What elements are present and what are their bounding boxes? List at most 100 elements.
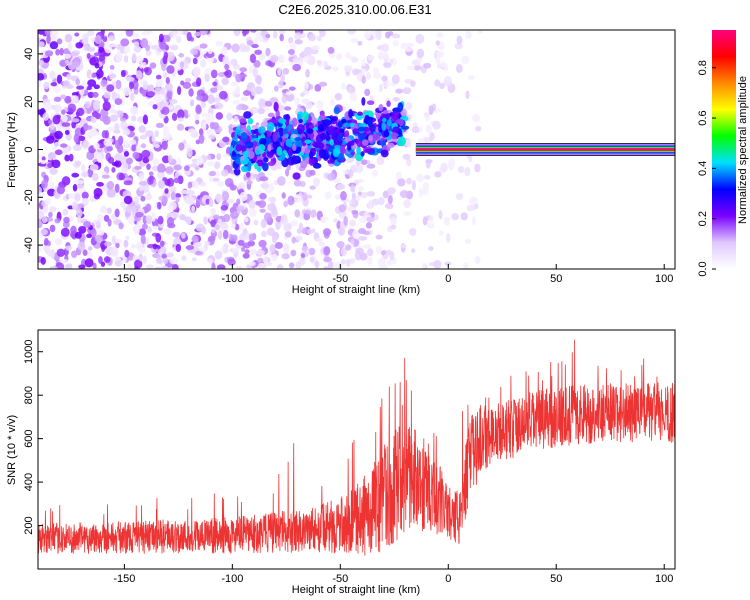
heatmap-cell (319, 110, 325, 116)
heatmap-cell (287, 124, 292, 132)
heatmap-cell (468, 196, 478, 206)
heatmap-cell (323, 60, 328, 68)
heatmap-cell (317, 123, 325, 132)
heatmap-cell (443, 216, 451, 223)
heatmap-cell (248, 261, 256, 266)
heatmap-cell (416, 48, 425, 59)
heatmap-cell (149, 174, 154, 185)
heatmap-cell (310, 209, 317, 218)
heatmap-cell (64, 129, 70, 135)
heatmap-cell (305, 69, 310, 78)
heatmap-cell (436, 32, 444, 38)
heatmap-cell (65, 245, 73, 251)
heatmap-cell (91, 173, 99, 182)
heatmap-cell (55, 48, 60, 56)
heatmap-cell (134, 259, 143, 269)
heatmap-cell (279, 33, 284, 42)
heatmap-cell (444, 75, 452, 84)
heatmap-cell (355, 195, 361, 201)
heatmap-cell (71, 250, 78, 258)
top-y-axis-label: Frequency (Hz) (6, 112, 18, 188)
heatmap-cell (202, 122, 207, 132)
heatmap-cell (42, 112, 50, 121)
heatmap-cell (300, 92, 305, 97)
heatmap-cell (187, 128, 196, 134)
heatmap-cell (115, 79, 122, 90)
heatmap-cell (244, 217, 249, 223)
heatmap-cell (416, 173, 425, 183)
heatmap-cell (361, 97, 366, 106)
heatmap-cell (316, 59, 322, 66)
heatmap-cell (198, 128, 204, 136)
heatmap-cell (232, 100, 241, 105)
heatmap-cell (445, 233, 451, 243)
signal-band (415, 148, 675, 151)
heatmap-cell (109, 64, 115, 70)
heatmap-cell (388, 31, 394, 36)
heatmap-cell (348, 258, 356, 264)
heatmap-cell (154, 87, 163, 95)
heatmap-cell (386, 205, 394, 210)
heatmap-cell (230, 234, 238, 242)
heatmap-cell (210, 87, 218, 93)
x-tick-label: -50 (332, 573, 348, 585)
heatmap-cell (150, 44, 160, 50)
heatmap-cell (389, 250, 395, 261)
heatmap-cell (260, 182, 269, 189)
heatmap-cell (403, 211, 412, 216)
heatmap-cell (319, 132, 327, 141)
heatmap-cell (231, 247, 240, 254)
heatmap-cell (248, 233, 255, 242)
heatmap-cell (240, 73, 247, 78)
heatmap-cell (208, 198, 214, 207)
heatmap-cell (471, 216, 477, 226)
heatmap-cell (45, 50, 54, 57)
heatmap-cell (74, 32, 80, 37)
heatmap-cell (429, 132, 435, 141)
heatmap-cell (259, 208, 266, 213)
heatmap-cell (103, 214, 110, 222)
heatmap-cell (64, 59, 70, 64)
heatmap-cell (195, 105, 202, 115)
heatmap-cell (162, 177, 168, 182)
heatmap-cell (148, 171, 154, 177)
heatmap-cell (155, 122, 164, 128)
heatmap-cell (281, 95, 288, 104)
heatmap-cell (386, 119, 392, 127)
x-tick-label: 0 (445, 573, 451, 585)
heatmap-cell (78, 264, 86, 269)
heatmap-cell (336, 183, 346, 190)
heatmap-cell (377, 197, 385, 206)
heatmap-cell (153, 143, 160, 149)
heatmap-cell (264, 261, 273, 267)
heatmap-cell (275, 220, 281, 230)
heatmap-cell (380, 149, 389, 158)
heatmap-cell (99, 116, 108, 122)
heatmap-cell (46, 34, 51, 45)
heatmap-cell (364, 88, 371, 97)
heatmap-cell (351, 198, 356, 206)
heatmap-cell (78, 226, 87, 234)
heatmap-cell (140, 143, 147, 149)
x-tick-label: 50 (550, 273, 562, 285)
y-tick-label: -40 (23, 237, 35, 253)
heatmap-cell (277, 67, 282, 76)
heatmap-cell (47, 162, 54, 169)
heatmap-cell (211, 262, 216, 269)
heatmap-cell (347, 30, 356, 35)
heatmap-cell (236, 105, 243, 111)
heatmap-cell (277, 264, 284, 269)
heatmap-cell (102, 37, 108, 43)
heatmap-cell (74, 231, 82, 239)
heatmap-cell (145, 50, 152, 56)
heatmap-cell (159, 240, 165, 247)
heatmap-cell (243, 111, 252, 119)
heatmap-cell (262, 162, 269, 172)
heatmap-cell (272, 140, 280, 150)
heatmap-cell (61, 122, 71, 127)
heatmap-cell (282, 128, 289, 135)
heatmap-cell (344, 65, 353, 73)
heatmap-cell (421, 262, 427, 268)
heatmap-cell (410, 80, 416, 87)
